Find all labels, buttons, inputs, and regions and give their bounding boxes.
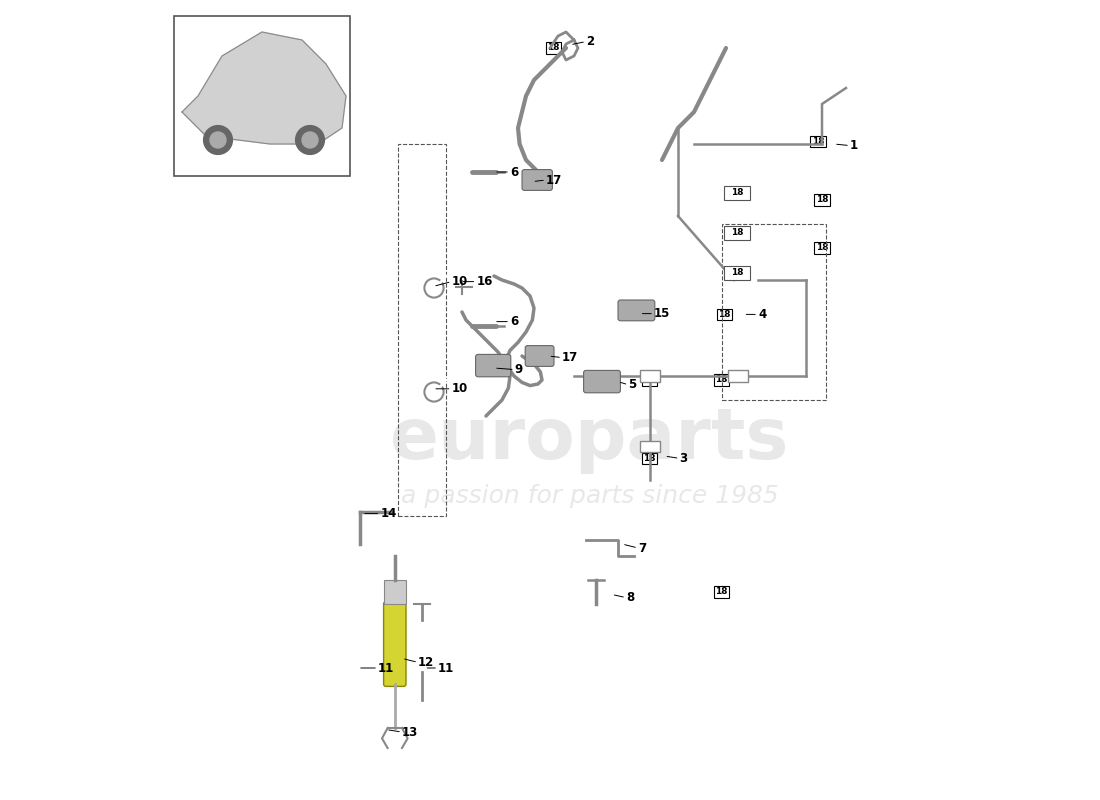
Bar — [640, 370, 660, 382]
Text: 1: 1 — [850, 139, 858, 152]
Text: 18: 18 — [715, 375, 727, 385]
Text: 18: 18 — [718, 310, 730, 319]
Text: 18: 18 — [812, 137, 824, 146]
Circle shape — [296, 126, 324, 154]
Text: 9: 9 — [515, 363, 524, 376]
Text: 6: 6 — [510, 166, 518, 178]
Circle shape — [210, 132, 225, 148]
FancyBboxPatch shape — [618, 300, 654, 321]
Text: 10: 10 — [452, 275, 468, 288]
Text: 11: 11 — [438, 662, 454, 674]
Bar — [725, 186, 750, 200]
Text: 18: 18 — [642, 454, 656, 463]
Bar — [398, 144, 446, 516]
Polygon shape — [182, 32, 346, 144]
Bar — [725, 226, 750, 240]
FancyBboxPatch shape — [475, 354, 510, 377]
FancyBboxPatch shape — [584, 370, 620, 393]
Text: 18: 18 — [732, 268, 744, 278]
Text: 18: 18 — [715, 587, 727, 597]
Text: 12: 12 — [418, 656, 434, 669]
Text: 6: 6 — [510, 315, 518, 328]
Text: europarts: europarts — [390, 406, 790, 474]
Circle shape — [302, 132, 318, 148]
FancyBboxPatch shape — [522, 170, 552, 190]
Text: 2: 2 — [586, 35, 594, 48]
Text: 13: 13 — [402, 726, 418, 738]
Text: 17: 17 — [562, 351, 579, 364]
Bar — [640, 441, 660, 452]
Text: 18: 18 — [732, 228, 744, 238]
FancyBboxPatch shape — [525, 346, 554, 366]
Text: 18: 18 — [816, 195, 828, 205]
Text: 4: 4 — [758, 308, 767, 321]
Text: 11: 11 — [378, 662, 394, 674]
Text: 18: 18 — [732, 188, 744, 198]
Bar — [174, 16, 350, 176]
Bar — [722, 224, 826, 400]
Text: 5: 5 — [628, 378, 637, 391]
Circle shape — [204, 126, 232, 154]
Bar — [384, 580, 406, 604]
Text: 18: 18 — [642, 375, 656, 385]
Bar — [728, 370, 748, 382]
Text: 3: 3 — [680, 452, 688, 465]
Text: 18: 18 — [816, 243, 828, 253]
Text: 8: 8 — [626, 591, 635, 604]
Text: 7: 7 — [638, 542, 646, 554]
Bar — [725, 266, 750, 280]
Text: 10: 10 — [452, 382, 468, 395]
Text: 17: 17 — [546, 174, 562, 186]
Text: 15: 15 — [654, 307, 670, 320]
FancyBboxPatch shape — [384, 602, 406, 686]
Text: a passion for parts since 1985: a passion for parts since 1985 — [402, 484, 779, 508]
Text: 16: 16 — [476, 275, 493, 288]
Text: 18: 18 — [547, 43, 560, 53]
Text: 14: 14 — [381, 507, 397, 520]
